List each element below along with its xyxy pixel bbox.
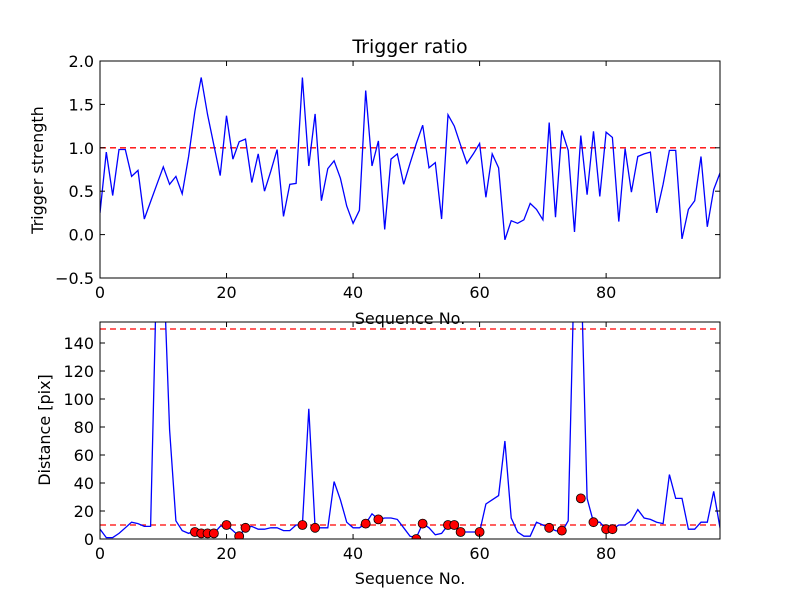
- highlight-point: [208, 528, 219, 539]
- y-tick-label: −0.5: [55, 269, 94, 288]
- highlight-point: [449, 520, 460, 530]
- y-axis-label: Trigger strength: [28, 106, 47, 235]
- x-tick-label: 40: [343, 283, 363, 302]
- y-tick-label: 0.0: [69, 226, 94, 245]
- highlight-point: [240, 522, 251, 533]
- y-tick-label: 0: [84, 530, 94, 549]
- plot-area: [100, 322, 720, 539]
- highlight-point: [575, 493, 586, 504]
- highlight-point: [588, 517, 599, 528]
- highlight-point: [373, 514, 384, 525]
- y-tick-label: 1.0: [69, 139, 94, 158]
- x-axis-label: Sequence No.: [355, 569, 466, 588]
- x-tick-label: 80: [596, 544, 616, 563]
- y-tick-label: 120: [63, 362, 94, 381]
- trigger-ratio-chart: Trigger ratio Sequence No. Trigger stren…: [28, 36, 721, 328]
- highlight-point: [297, 520, 308, 530]
- y-tick-label: 100: [63, 390, 94, 409]
- x-tick-label: 60: [469, 283, 489, 302]
- y-tick-label: 2.0: [69, 52, 94, 71]
- series-line: [100, 77, 720, 241]
- y-tick-label: 40: [74, 474, 94, 493]
- highlight-point: [221, 520, 232, 530]
- x-tick-label: 60: [469, 544, 489, 563]
- highlight-point: [607, 524, 618, 535]
- x-tick-label: 80: [596, 283, 616, 302]
- axes-frame: [99, 321, 721, 540]
- distance-chart: Sequence No. Distance [pix] 0 20 40 60 80 0 20…: [35, 321, 721, 588]
- highlight-point: [455, 527, 466, 537]
- axes-frame: [99, 60, 721, 279]
- x-tick-label: 0: [95, 544, 105, 563]
- chart-title: Trigger ratio: [351, 36, 467, 58]
- y-tick-label: 20: [74, 502, 94, 521]
- y-tick-label: 1.5: [69, 95, 94, 114]
- x-axis-label: Sequence No.: [355, 309, 466, 328]
- x-tick-label: 40: [343, 544, 363, 563]
- highlight-point: [310, 522, 321, 533]
- x-tick-label: 0: [95, 283, 105, 302]
- highlight-point: [556, 525, 567, 536]
- x-tick-label: 20: [216, 544, 236, 563]
- plot-area: [100, 77, 720, 241]
- y-axis-label: Distance [pix]: [35, 374, 54, 486]
- highlight-point: [544, 522, 555, 533]
- y-tick-label: 80: [74, 418, 94, 437]
- highlight-point: [234, 531, 245, 539]
- highlight-point: [411, 534, 422, 539]
- highlight-point: [360, 518, 371, 529]
- x-tick-label: 20: [216, 283, 236, 302]
- y-tick-label: 140: [63, 334, 94, 353]
- y-tick-label: 60: [74, 446, 94, 465]
- highlight-point: [417, 518, 428, 529]
- y-tick-label: 0.5: [69, 182, 94, 201]
